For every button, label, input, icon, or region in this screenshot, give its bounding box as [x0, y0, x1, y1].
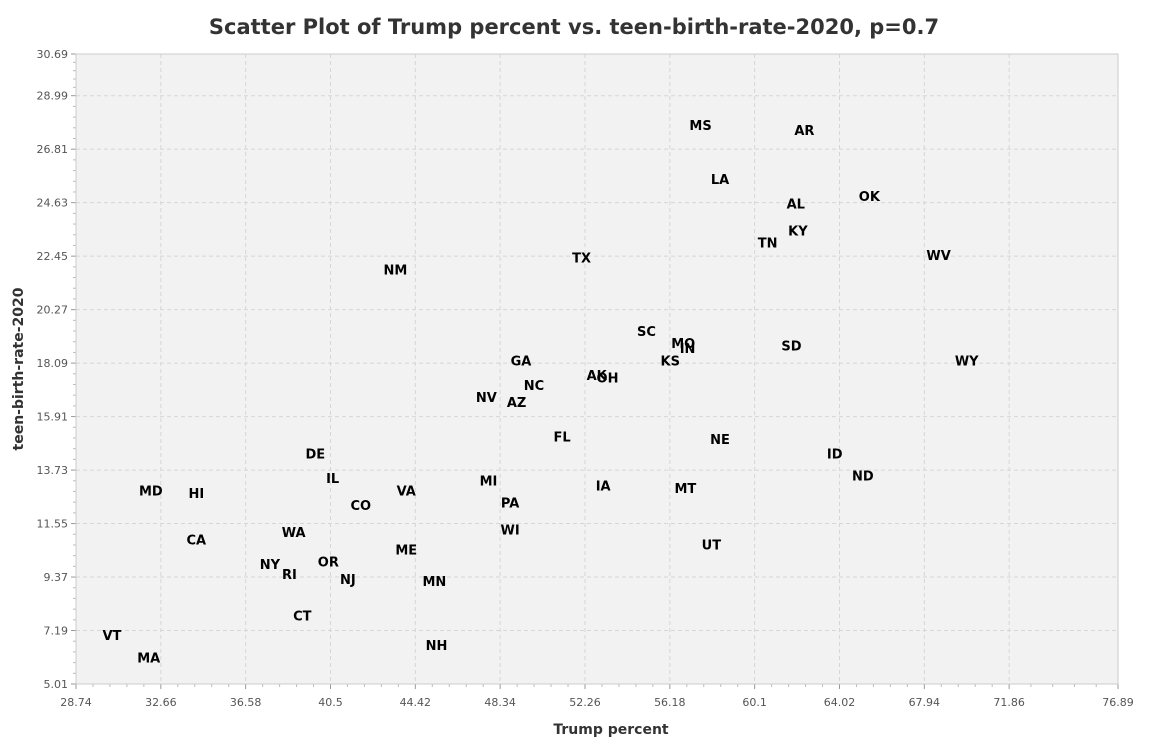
data-point-label: ME	[395, 543, 417, 558]
x-tick-label: 71.86	[993, 696, 1025, 709]
data-point-label: OK	[859, 190, 881, 205]
data-point-label: MT	[674, 482, 696, 497]
plot-border	[75, 53, 1119, 685]
data-point-label: NV	[476, 391, 497, 406]
data-point-label: VT	[102, 629, 121, 644]
data-point-label: MS	[689, 119, 711, 134]
data-point-label: MI	[480, 475, 498, 490]
data-point-label: KY	[788, 224, 808, 239]
y-tick-label: 30.69	[37, 48, 69, 61]
y-tick-label: 15.91	[37, 411, 69, 424]
data-point-label: MD	[139, 484, 163, 499]
data-point-label: ND	[852, 470, 874, 485]
y-tick-label: 20.27	[37, 304, 69, 317]
data-point-label: WI	[501, 524, 520, 539]
data-point-label: WV	[926, 249, 950, 264]
data-point-label: CT	[293, 610, 312, 625]
chart-title: Scatter Plot of Trump percent vs. teen-b…	[209, 15, 939, 39]
data-point-label: NY	[260, 558, 281, 573]
data-point-label: IN	[680, 342, 696, 357]
y-tick-label: 5.01	[44, 678, 69, 691]
data-point-label: OH	[597, 372, 619, 387]
x-tick-label: 40.5	[318, 696, 343, 709]
y-tick-label: 13.73	[37, 464, 69, 477]
data-point-label: NC	[524, 379, 544, 394]
data-point-label: HI	[188, 487, 204, 502]
data-point-label: RI	[282, 568, 297, 583]
data-point-label: SC	[637, 325, 656, 340]
grid-lines	[76, 54, 1118, 684]
data-point-label: WY	[955, 354, 979, 369]
x-tick-label: 52.26	[569, 696, 601, 709]
x-axis-label: Trump percent	[553, 722, 669, 738]
x-tick-label: 67.94	[909, 696, 941, 709]
plot-background	[76, 54, 1118, 684]
data-point-label: OR	[318, 556, 339, 571]
data-point-label: IA	[596, 480, 611, 495]
data-point-label: SD	[781, 340, 801, 355]
y-tick-label: 7.19	[44, 625, 69, 638]
data-point-label: LA	[711, 173, 729, 188]
x-tick-label: 32.66	[145, 696, 177, 709]
x-tick-label: 28.74	[60, 696, 92, 709]
data-point-label: VA	[397, 484, 416, 499]
data-point-label: MA	[137, 651, 160, 666]
y-tick-label: 22.45	[37, 250, 69, 263]
data-point-label: WA	[282, 526, 306, 541]
x-tick-label: 48.34	[484, 696, 516, 709]
data-point-label: AL	[787, 197, 805, 212]
y-tick-label: 26.81	[37, 143, 69, 156]
data-point-label: CO	[350, 499, 371, 514]
data-point-label: UT	[702, 538, 722, 553]
data-point-label: AR	[794, 124, 814, 139]
data-point-label: AK	[587, 369, 608, 384]
data-point-label: TN	[758, 237, 778, 252]
x-tick-label: 44.42	[400, 696, 432, 709]
data-point-label: PA	[501, 497, 519, 512]
data-point-label: KS	[661, 354, 680, 369]
data-point-label: MN	[422, 575, 446, 590]
axes	[71, 53, 1119, 689]
data-point-label: IL	[326, 472, 339, 487]
data-point-label: MO	[671, 337, 695, 352]
data-point-label: DE	[306, 448, 326, 463]
data-point-label: NJ	[340, 573, 356, 588]
data-point-label: GA	[511, 354, 532, 369]
x-tick-label: 60.1	[742, 696, 767, 709]
x-tick-label: 36.58	[230, 696, 262, 709]
data-point-label: CA	[187, 534, 207, 549]
data-point-label: NE	[710, 433, 730, 448]
y-tick-label: 24.63	[37, 197, 69, 210]
y-tick-label: 9.37	[44, 571, 69, 584]
tick-labels: 28.74 32.66 36.58 40.5 44.42 48.34 52.26 56.18 6…	[37, 48, 1134, 709]
data-point-label: NM	[384, 264, 408, 279]
y-tick-label: 18.09	[37, 357, 69, 370]
y-axis-label: teen-birth-rate-2020	[11, 287, 27, 450]
x-tick-label: 76.89	[1102, 696, 1134, 709]
data-point-label: TX	[572, 251, 591, 266]
y-tick-label: 28.99	[37, 90, 69, 103]
x-tick-label: 56.18	[654, 696, 686, 709]
data-point-label: NH	[426, 639, 448, 654]
data-point-label: ID	[827, 448, 843, 463]
data-point-label: FL	[553, 430, 570, 445]
x-tick-label: 64.02	[824, 696, 856, 709]
data-point-label: AZ	[507, 396, 527, 411]
y-tick-label: 11.55	[37, 518, 69, 531]
